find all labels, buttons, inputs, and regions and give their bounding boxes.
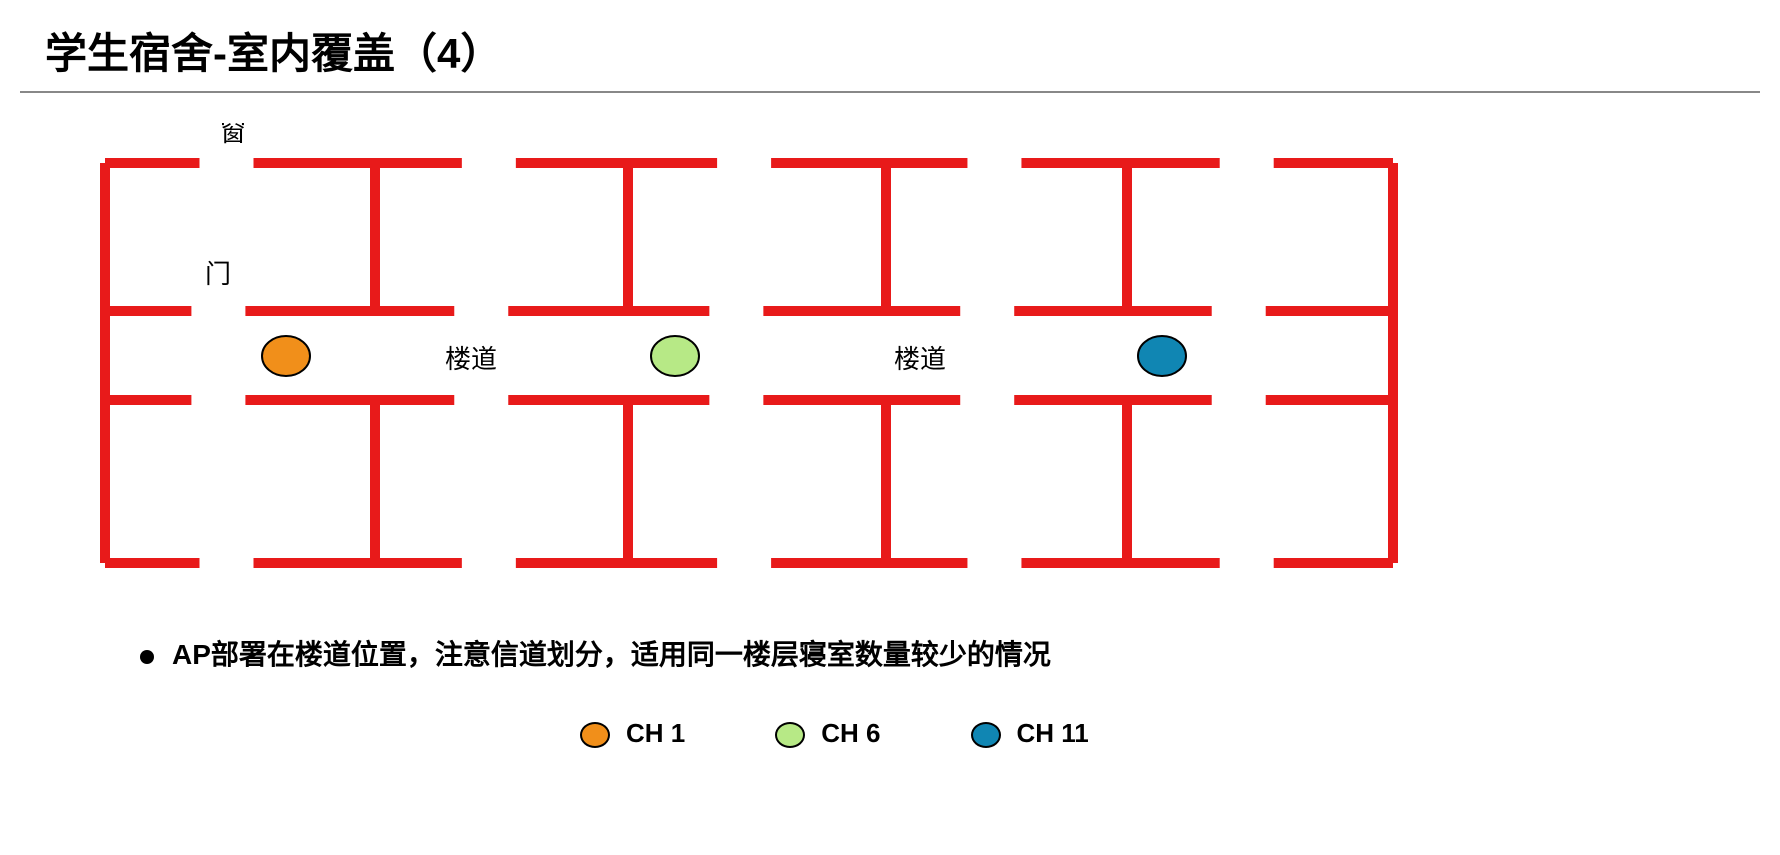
legend-label: CH 1 [626,718,685,748]
floorplan-diagram: 楼道 楼道 窗门 [0,123,1780,603]
legend-swatch-icon [580,722,610,748]
channel-legend: CH 1 CH 6 CH 11 [0,673,1780,749]
legend-item: CH 1 [580,718,685,749]
floorplan-annotation: 窗 [220,123,246,147]
legend-label: CH 6 [821,718,880,748]
floorplan-annotation: 门 [205,259,231,289]
bullet-icon [140,650,154,664]
ap-marker [1138,336,1186,376]
legend-item: CH 6 [775,718,880,749]
legend-label: CH 11 [1017,718,1089,748]
legend-swatch-icon [775,722,805,748]
note-text: AP部署在楼道位置，注意信道划分，适用同一楼层寝室数量较少的情况 [172,639,1051,670]
ap-marker [651,336,699,376]
deployment-note: AP部署在楼道位置，注意信道划分，适用同一楼层寝室数量较少的情况 [0,603,1780,673]
legend-swatch-icon [971,722,1001,748]
ap-marker [262,336,310,376]
page-title: 学生宿舍-室内覆盖（4） [0,0,1780,91]
legend-item: CH 11 [971,718,1089,749]
corridor-label: 楼道 [445,344,497,374]
title-divider [20,91,1760,93]
corridor-label: 楼道 [894,344,946,374]
